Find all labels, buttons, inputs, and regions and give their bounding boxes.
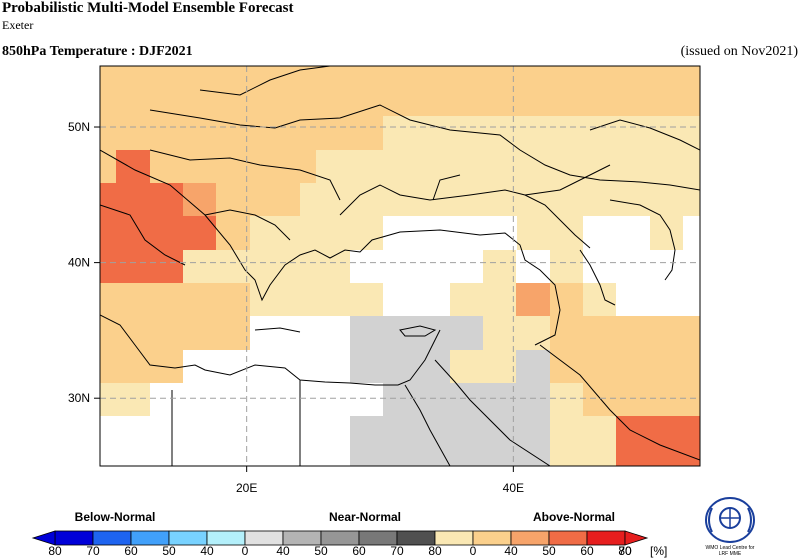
grid-cell [350, 316, 483, 350]
colorbar-segment-above-80 [586, 530, 626, 546]
grid-cell [350, 416, 550, 466]
grid-cell [100, 250, 183, 283]
grid-cell [383, 116, 700, 150]
colorbar-tick-label: 50 [162, 544, 176, 558]
lat-tick-label: 30N [68, 391, 90, 405]
colorbar-tick-label: 50 [542, 544, 556, 558]
colorbar-tick-label: 60 [124, 544, 138, 558]
colorbar-tick-label: 40 [504, 544, 518, 558]
colorbar-segment-below-80 [54, 530, 94, 546]
grid-cell [100, 183, 183, 216]
colorbar-tick-label: 0 [470, 544, 477, 558]
axis-ticks: 30N 40N 50N 20E 40E [68, 120, 524, 495]
grid-cell [683, 216, 700, 250]
grid-cell [550, 416, 616, 466]
lat-tick-label: 50N [68, 120, 90, 134]
colorbar-segment-below-40 [206, 530, 246, 546]
colorbar-tick-label: 70 [390, 544, 404, 558]
colorbar-tick-label: 70 [618, 544, 632, 558]
colorbar-segment-above-70 [548, 530, 588, 546]
grid-cell [516, 283, 550, 316]
grid-cell [550, 283, 583, 316]
map-title: Probabilistic Multi-Model Ensemble Forec… [2, 0, 294, 16]
colorbar-segment-below-50 [168, 530, 208, 546]
grid-cell [100, 283, 250, 316]
coastlines [100, 66, 700, 466]
map-subtitle: Exeter [2, 18, 34, 32]
grid-cell [216, 216, 250, 250]
grid-cell [116, 150, 150, 183]
grid-cell [450, 350, 516, 383]
colorbar-right-arrow [624, 530, 649, 546]
colorbar-category-near: Near-Normal [329, 510, 401, 524]
colorbar-category-above: Above-Normal [533, 510, 615, 524]
probability-grid [100, 66, 700, 466]
colorbar-tick-label: 80 [618, 544, 632, 558]
lon-tick-label: 40E [503, 481, 524, 495]
grid-cell [383, 383, 550, 416]
colorbar-segment-near-60 [320, 530, 360, 546]
gridlines [100, 66, 700, 466]
colorbar-segment-near-40 [244, 530, 284, 546]
colorbar-segment-near-70 [358, 530, 398, 546]
grid-cell [583, 216, 650, 250]
grid-cell [183, 183, 216, 216]
grid-cell [350, 350, 450, 383]
grid-cell [350, 250, 483, 283]
grid-cell [616, 283, 700, 316]
lat-tick-label: 40N [68, 256, 90, 270]
colorbar-segment-near-50 [282, 530, 322, 546]
grid-cell [250, 316, 350, 350]
lon-tick-label: 20E [236, 481, 257, 495]
colorbar-tick-label: 40 [276, 544, 290, 558]
wmo-logo: WMO Lead Centre for LRF MME [705, 497, 755, 557]
grid-cell [583, 383, 700, 416]
grid-cell [616, 416, 700, 466]
colorbar-segment-above-50 [472, 530, 512, 546]
variable-title: 850hPa Temperature : DJF2021 [2, 44, 193, 59]
grid-cell [383, 216, 517, 250]
colorbar-left-arrow [31, 530, 56, 546]
grid-cell [383, 283, 450, 316]
grid-cell [516, 350, 550, 383]
issued-date: (issued on Nov2021) [680, 44, 798, 59]
grid-cell [100, 83, 700, 117]
colorbar-tick-label: 50 [314, 544, 328, 558]
logo-line-1: WMO Lead Centre for [706, 545, 755, 551]
grid-cell [516, 250, 550, 283]
logo-line-2: LRF MME [719, 551, 742, 557]
colorbar-segment-above-40 [434, 530, 474, 546]
grid-cell [583, 250, 700, 283]
grid-cell [100, 216, 216, 250]
grid-cell [550, 316, 700, 350]
colorbar-segment-near-80 [396, 530, 436, 546]
colorbar-segment-below-70 [92, 530, 132, 546]
colorbar-tick-label: 60 [352, 544, 366, 558]
map-frame [99, 65, 701, 467]
colorbar-category-below: Below-Normal [75, 510, 156, 524]
colorbar-segment-below-60 [130, 530, 170, 546]
colorbar-tick-label: 0 [242, 544, 249, 558]
grid-cell [316, 150, 700, 183]
colorbar-unit: [%] [650, 544, 667, 558]
grid-cell [150, 383, 383, 416]
colorbar-tick-label: 80 [48, 544, 62, 558]
grid-cell [216, 183, 300, 216]
colorbar-tick-label: 60 [580, 544, 594, 558]
grid-cell [100, 316, 250, 350]
colorbar-segment-above-60 [510, 530, 550, 546]
colorbar-tick-label: 80 [428, 544, 442, 558]
colorbar-tick-label: 40 [200, 544, 214, 558]
colorbar-tick-label: 70 [86, 544, 100, 558]
